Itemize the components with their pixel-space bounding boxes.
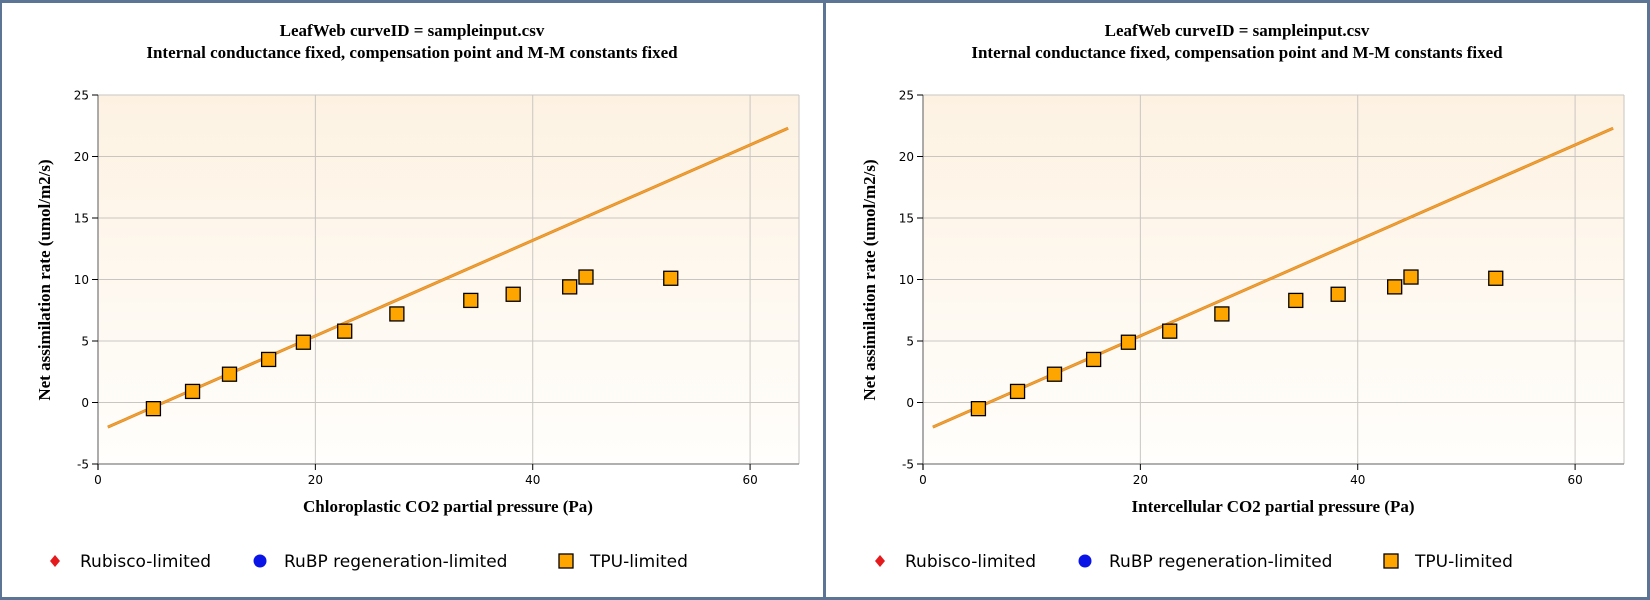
data-point-tpu-limited [1403,269,1419,285]
y-tick-label: 0 [81,396,89,410]
y-tick-label: 25 [74,89,89,103]
x-axis-title: Intercellular CO2 partial pressure (Pa) [1132,497,1415,516]
legend-label: Rubisco-limited [905,552,1036,572]
legend-circle-icon [253,554,267,568]
data-point-tpu-limited [1085,351,1102,368]
y-tick-label: 15 [74,212,89,226]
y-axis-title: Net assimilation rate (umol/m2/s) [860,159,879,400]
legend-square-icon [558,553,574,569]
chart-panel-intercellular: LeafWeb curveID = sampleinput.csv Interna… [825,0,1648,600]
data-point-tpu-limited [295,334,312,350]
x-tick-label: 40 [1350,473,1365,487]
fit-line [932,127,1614,428]
data-point-tpu-limited [1009,383,1026,400]
chart-svg: LeafWeb curveID = sampleinput.csv Interna… [35,21,800,572]
x-tick-label: 20 [1133,473,1148,487]
data-point-tpu-limited [1214,306,1230,322]
data-point-tpu-limited [184,383,201,400]
data-point-tpu-limited [1488,270,1504,286]
y-tick-label: 25 [899,89,914,103]
chart-subtitle: Internal conductance fixed, compensation… [971,43,1503,62]
x-tick-label: 20 [308,473,323,487]
data-point-tpu-limited [145,400,162,417]
legend-diamond-icon [875,555,885,567]
y-tick-label: -5 [902,458,914,472]
data-point-tpu-limited [337,323,353,339]
chart-svg: LeafWeb curveID = sampleinput.csv Interna… [860,21,1625,572]
data-point-tpu-limited [1046,366,1063,382]
panel-divider [823,0,826,600]
legend-label: TPU-limited [589,552,688,572]
chart-subtitle: Internal conductance fixed, compensation… [146,43,678,62]
data-point-tpu-limited [260,351,277,368]
x-tick-label: 60 [1567,473,1582,487]
x-tick-label: 0 [94,473,102,487]
y-tick-label: 5 [906,335,914,349]
legend-diamond-icon [50,555,60,567]
data-point-tpu-limited [505,286,521,302]
y-axis-title: Net assimilation rate (umol/m2/s) [35,159,54,400]
data-point-tpu-limited [463,292,479,309]
x-tick-label: 60 [742,473,757,487]
data-point-tpu-limited [221,366,238,382]
chart-panel-chloroplastic: LeafWeb curveID = sampleinput.csv Interna… [0,0,823,600]
legend-square-icon [1383,553,1399,569]
x-tick-label: 0 [919,473,927,487]
data-point-tpu-limited [562,279,578,295]
y-tick-label: -5 [77,458,89,472]
y-tick-label: 0 [906,396,914,410]
data-point-tpu-limited [1288,292,1304,309]
y-tick-label: 10 [899,273,914,287]
legend-label: RuBP regeneration-limited [1109,552,1332,572]
data-point-tpu-limited [1162,323,1178,339]
data-point-tpu-limited [578,269,594,285]
chart-title: LeafWeb curveID = sampleinput.csv [280,21,545,40]
data-point-tpu-limited [1330,286,1346,302]
legend-label: TPU-limited [1414,552,1513,572]
data-point-tpu-limited [663,270,679,286]
data-point-tpu-limited [389,306,405,322]
y-tick-label: 15 [899,212,914,226]
data-point-tpu-limited [1120,334,1137,350]
y-tick-label: 20 [899,150,914,164]
data-point-tpu-limited [1387,279,1403,295]
data-point-tpu-limited [970,400,987,417]
legend-label: Rubisco-limited [80,552,211,572]
chart-title: LeafWeb curveID = sampleinput.csv [1105,21,1370,40]
legend-label: RuBP regeneration-limited [284,552,507,572]
legend-circle-icon [1078,554,1092,568]
x-axis-title: Chloroplastic CO2 partial pressure (Pa) [303,497,593,516]
y-tick-label: 5 [81,335,89,349]
y-tick-label: 10 [74,273,89,287]
fit-line [107,127,789,428]
y-tick-label: 20 [74,150,89,164]
x-tick-label: 40 [525,473,540,487]
